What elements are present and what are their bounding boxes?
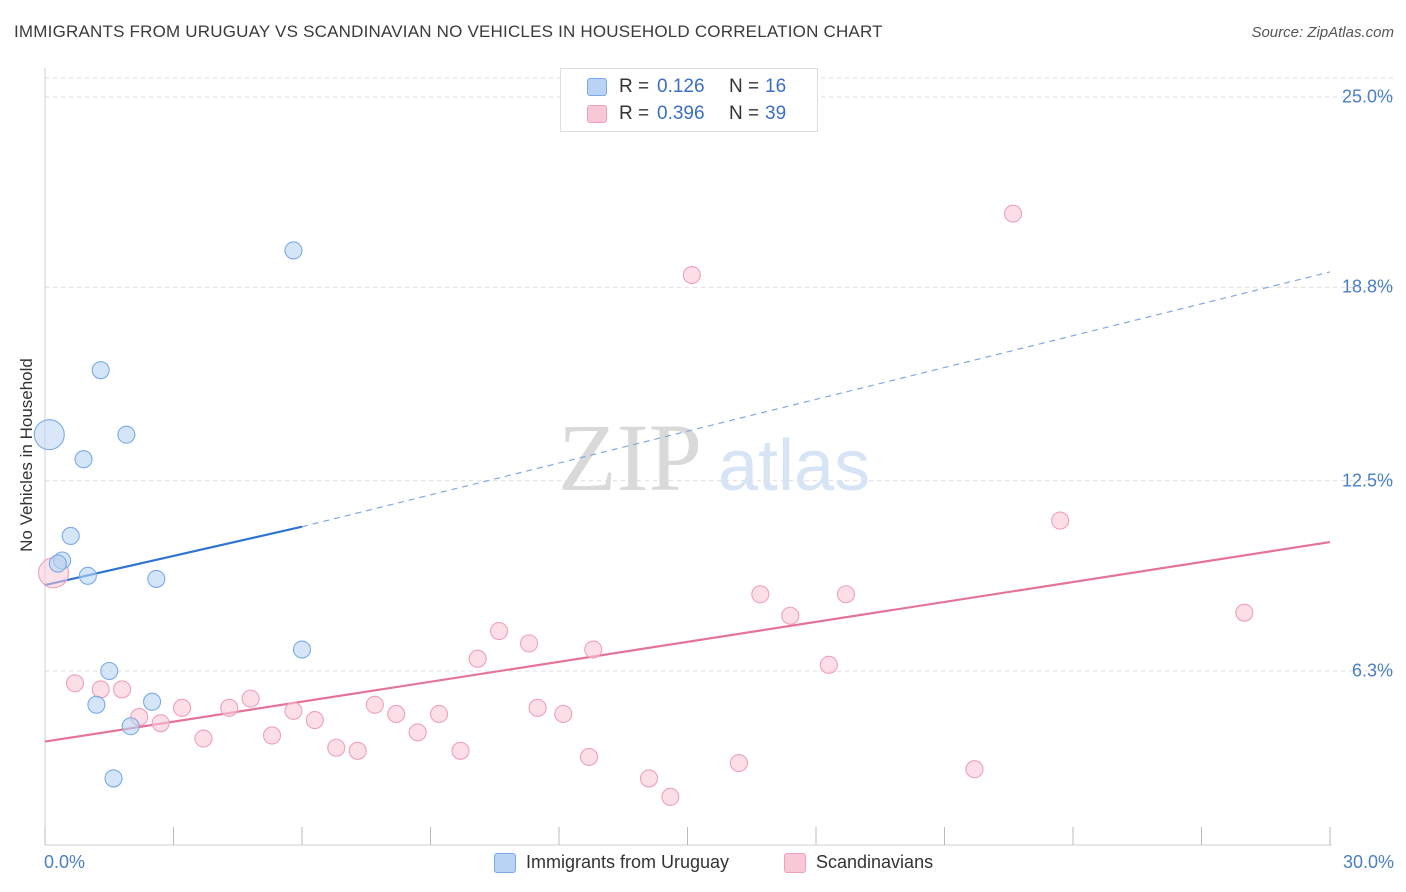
legend-r-value: 0.396 (657, 103, 705, 124)
point-scandinavians (1003, 204, 1023, 223)
trend-line-uruguay-extrapolated (301, 271, 1331, 528)
correlation-legend: R = 0.126 N = 16 R = 0.396 N = 39 (560, 68, 818, 132)
legend-n-value: 39 (765, 103, 787, 124)
point-scandinavians (1051, 511, 1070, 530)
point-scandinavians (554, 704, 573, 724)
legend-n-label: N = (729, 76, 760, 97)
legend-n-value: 16 (765, 76, 787, 97)
y-tick-label: 25.0% (1341, 86, 1393, 107)
point-scandinavians (65, 674, 85, 693)
point-uruguay (33, 419, 65, 451)
trend-line-scandinavians (44, 540, 1331, 743)
series-swatch-scandinavians (784, 852, 806, 873)
point-scandinavians (729, 754, 748, 773)
legend-swatch-scandinavians (587, 105, 607, 123)
point-scandinavians (468, 649, 487, 668)
point-scandinavians (519, 634, 539, 653)
y-axis-label: No Vehicles in Household (17, 358, 36, 552)
legend-r-label: R = (619, 103, 650, 124)
series-label-uruguay: Immigrants from Uruguay (526, 852, 730, 872)
point-scandinavians (451, 741, 470, 760)
point-scandinavians (489, 622, 509, 641)
point-scandinavians (965, 760, 984, 779)
x-tick-label-min: 0.0% (44, 852, 86, 872)
watermark-atlas: atlas (718, 426, 870, 506)
series-legend: Immigrants from Uruguay Scandinavians (0, 852, 1406, 878)
point-scandinavians (91, 680, 110, 699)
point-scandinavians (639, 769, 659, 788)
point-scandinavians (348, 741, 367, 760)
axes (44, 68, 1332, 846)
point-uruguay (78, 566, 97, 585)
grid-lines (45, 77, 1395, 672)
point-scandinavians (430, 704, 449, 724)
point-scandinavians (327, 738, 346, 757)
point-uruguay (117, 425, 136, 444)
point-scandinavians (262, 726, 282, 745)
point-scandinavians (173, 698, 192, 717)
point-scandinavians (220, 698, 239, 717)
point-uruguay (87, 695, 106, 714)
point-scandinavians (113, 680, 132, 699)
series-label-scandinavians: Scandinavians (816, 852, 934, 872)
point-scandinavians (751, 585, 770, 604)
point-uruguay (48, 554, 67, 573)
point-scandinavians (408, 723, 427, 742)
point-uruguay (121, 717, 140, 736)
point-uruguay (143, 692, 162, 711)
point-uruguay (292, 640, 312, 659)
series-legend-uruguay[interactable]: Immigrants from Uruguay (494, 852, 729, 873)
point-scandinavians (284, 701, 303, 720)
legend-n-label: N = (729, 103, 760, 124)
legend-swatch-uruguay (587, 78, 607, 96)
point-scandinavians (387, 704, 406, 724)
y-tick-label: 18.8% (1341, 276, 1393, 297)
point-uruguay (74, 450, 93, 469)
y-tick-label: 6.3% (1351, 660, 1393, 681)
point-scandinavians (194, 729, 213, 748)
point-scandinavians (305, 711, 324, 730)
point-scandinavians (1235, 603, 1254, 622)
data-points (33, 204, 1254, 806)
point-scandinavians (151, 714, 170, 733)
point-uruguay (100, 661, 119, 681)
point-scandinavians (365, 695, 384, 714)
point-scandinavians (528, 698, 547, 717)
legend-row-scandinavians: R = 0.396 N = 39 (587, 102, 786, 126)
legend-r-label: R = (619, 76, 650, 97)
y-tick-label: 12.5% (1341, 470, 1393, 491)
point-scandinavians (819, 655, 838, 674)
point-scandinavians (781, 606, 800, 625)
point-scandinavians (241, 689, 260, 708)
chart-title: IMMIGRANTS FROM URUGUAY VS SCANDINAVIAN … (14, 22, 883, 41)
point-uruguay (104, 769, 123, 788)
source-label: Source: ZipAtlas.com (1251, 24, 1394, 41)
point-scandinavians (836, 585, 856, 604)
legend-row-uruguay: R = 0.126 N = 16 (587, 75, 786, 99)
point-scandinavians (661, 787, 680, 806)
point-scandinavians (584, 640, 603, 659)
x-tick-label-max: 30.0% (1342, 852, 1394, 872)
series-legend-scandinavians[interactable]: Scandinavians (784, 852, 933, 873)
point-uruguay (91, 361, 110, 380)
point-scandinavians (579, 747, 599, 766)
point-scandinavians (682, 265, 701, 285)
point-uruguay (284, 241, 303, 260)
point-uruguay (61, 526, 80, 545)
point-uruguay (147, 569, 166, 588)
series-swatch-uruguay (494, 852, 516, 873)
legend-r-value: 0.126 (657, 76, 705, 97)
